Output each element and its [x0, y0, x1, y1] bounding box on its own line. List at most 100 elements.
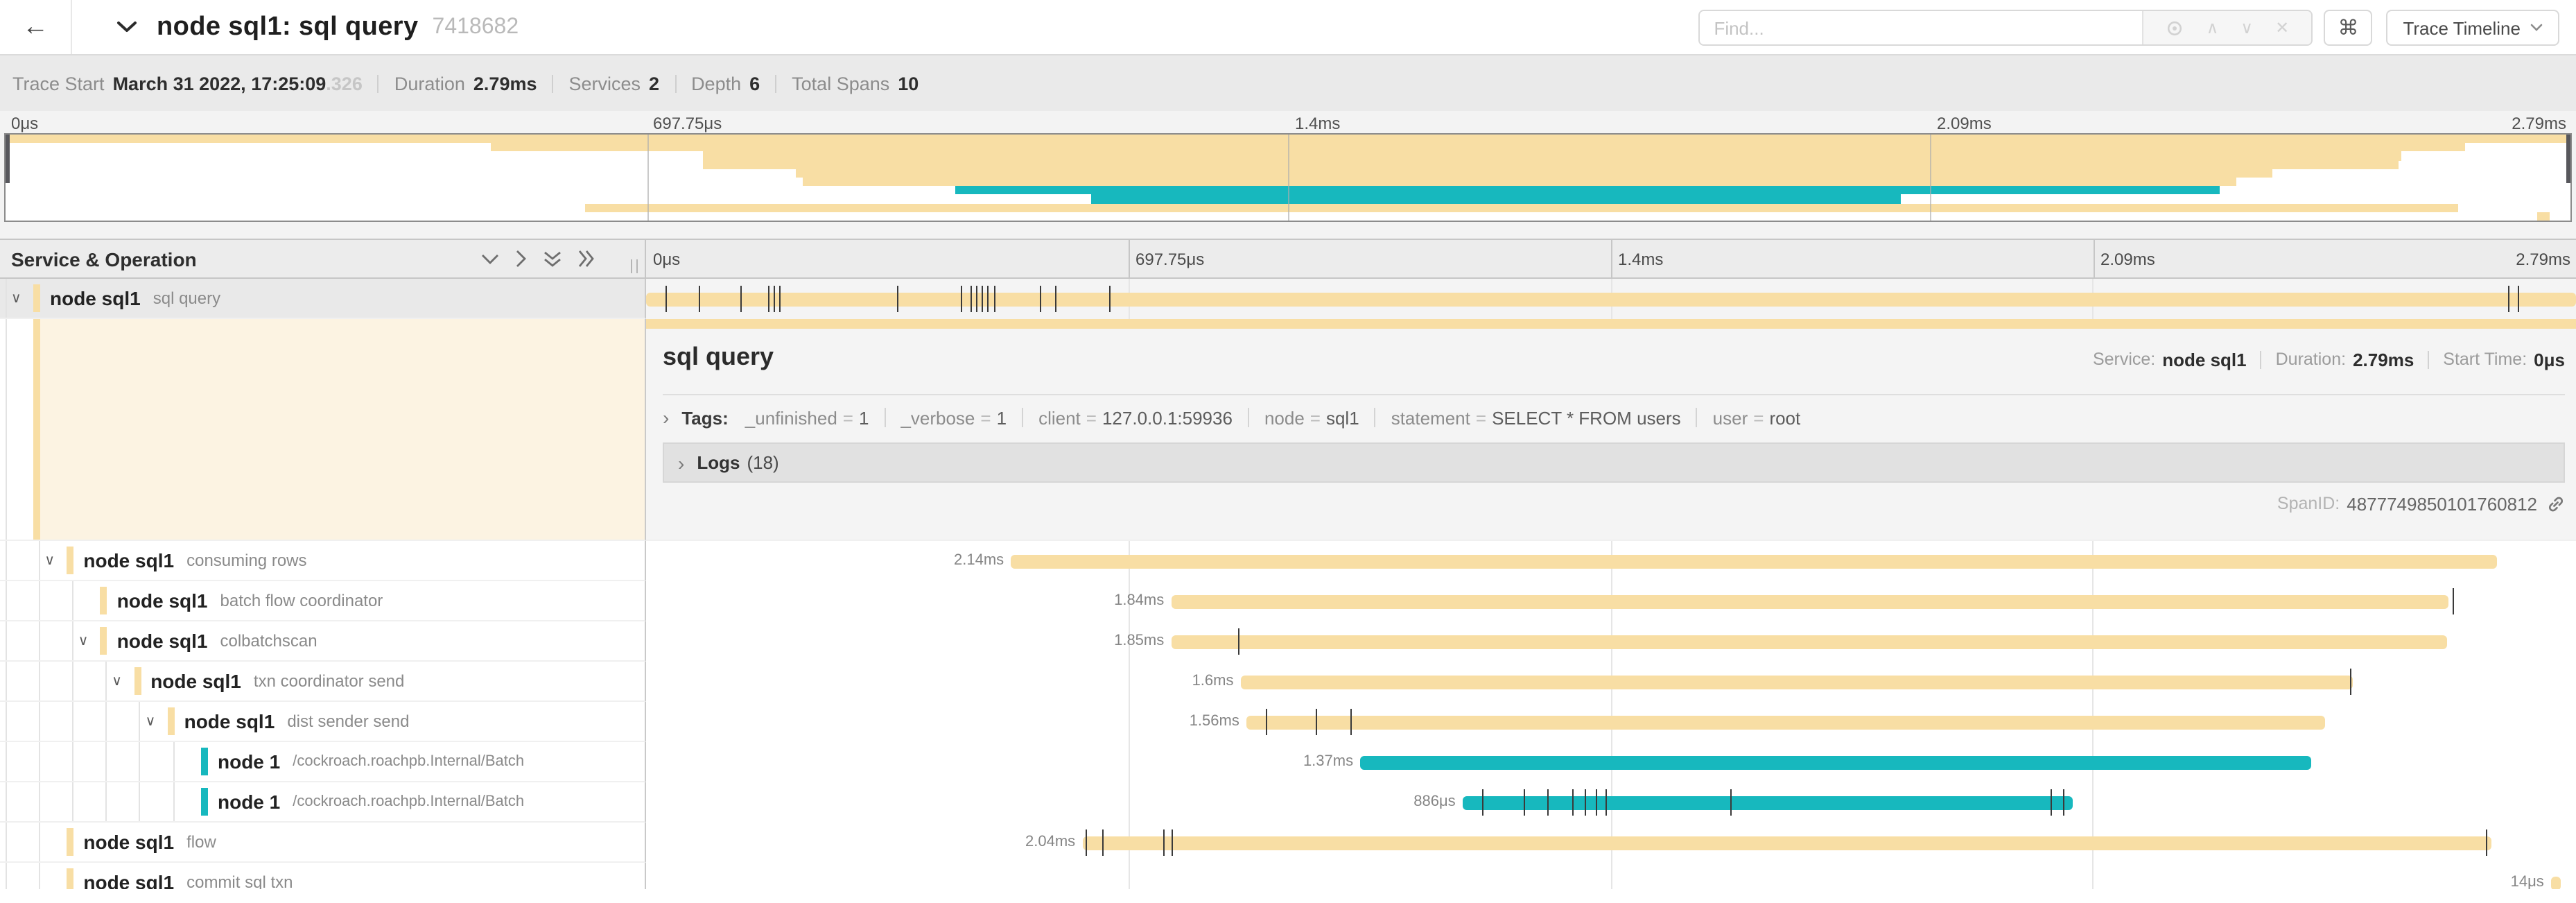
span-name-cell[interactable]: node 1/cockroach.roachpb.Internal/Batch [0, 742, 646, 782]
chevron-down-icon[interactable]: ∨ [11, 291, 21, 306]
tag-value: 127.0.0.1:59936 [1102, 407, 1233, 428]
chevron-down-icon[interactable]: ∨ [112, 673, 122, 689]
span-bar[interactable] [1171, 594, 2449, 608]
collapse-all-icon[interactable] [543, 250, 562, 267]
span-bar-cell[interactable]: 1.37ms [646, 742, 2576, 782]
log-tick [1605, 789, 1607, 816]
span-bar-cell[interactable]: 1.56ms [646, 702, 2576, 742]
chevron-down-icon[interactable]: ∨ [145, 714, 156, 729]
service-name: node sql1 [150, 670, 241, 692]
span-name-cell[interactable]: ∨ node sql1 colbatchscan [0, 621, 646, 662]
span-bar[interactable] [1011, 554, 2497, 568]
meta-value: 10 [898, 73, 919, 94]
span-row[interactable]: node 1/cockroach.roachpb.Internal/Batch 1… [0, 742, 2576, 782]
operation-name: sql query [153, 289, 221, 308]
span-name-cell[interactable]: ∨ node sql1 consuming rows [0, 541, 646, 581]
tag-value: 1 [996, 407, 1007, 428]
span-bar[interactable] [1462, 796, 2073, 809]
span-id-row: SpanID: 4877749850101760812 [2277, 490, 2565, 517]
minimap-span-bar [703, 151, 2401, 161]
minimap-span-bar [490, 143, 2466, 152]
axis-tick-label: 1.4ms [1295, 114, 1341, 133]
span-bar-cell[interactable] [646, 279, 2576, 319]
expand-all-icon[interactable] [578, 250, 595, 268]
minimap-right-scrubber[interactable] [2566, 135, 2570, 183]
span-row[interactable]: node 1/cockroach.roachpb.Internal/Batch 8… [0, 782, 2576, 823]
find-input[interactable] [1700, 11, 2143, 44]
chevron-down-icon[interactable]: ∨ [44, 553, 55, 568]
span-row[interactable]: node sql1 commit sql txn 14μs [0, 863, 2576, 889]
meta-label: Duration [394, 73, 465, 94]
tags-accordian[interactable]: › Tags: _unfinished = 1 _verbose = 1 client = 12… [663, 394, 2565, 440]
span-row[interactable]: ∨ node sql1 consuming rows 2.14ms [0, 541, 2576, 581]
span-bar-cell[interactable]: 886μs [646, 782, 2576, 823]
column-resize-grip[interactable] [631, 259, 638, 273]
span-row[interactable]: ∨ node sql1 dist sender send 1.56ms [0, 702, 2576, 742]
clear-find-icon[interactable]: ✕ [2275, 18, 2290, 37]
start-time-value: 0μs [2534, 349, 2565, 370]
page-header: ← node sql1: sql query 7418682 ∧ ∨ ✕ [0, 0, 2576, 55]
service-name: node sql1 [116, 590, 208, 612]
logs-accordian[interactable]: › Logs (18) [663, 442, 2565, 483]
span-name-cell[interactable]: node sql1 flow [0, 823, 646, 863]
span-bar[interactable] [2550, 876, 2561, 889]
span-bar-cell[interactable]: 1.6ms [646, 662, 2576, 702]
span-bar-cell[interactable]: 2.14ms [646, 541, 2576, 581]
service-operation-header: Service & Operation [0, 240, 646, 277]
tag-value: sql1 [1325, 407, 1359, 428]
span-bar-cell[interactable]: 14μs [646, 863, 2576, 889]
service-name: node sql1 [83, 871, 175, 889]
next-result-icon[interactable]: ∨ [2240, 18, 2253, 37]
span-name-cell[interactable]: node sql1 batch flow coordinator [0, 581, 646, 621]
span-name-cell[interactable]: ∨ node sql1 txn coordinator send [0, 662, 646, 702]
axis-tick-label: 0μs [653, 250, 681, 269]
trace-timeline-dropdown[interactable]: Trace Timeline [2386, 10, 2559, 46]
span-row[interactable]: ∨ node sql1 sql query [0, 279, 2576, 319]
span-row[interactable]: node sql1 flow 2.04ms [0, 823, 2576, 863]
keyboard-shortcuts-button[interactable]: ⌘ [2324, 10, 2373, 46]
service-name: node sql1 [50, 287, 141, 309]
tree-guide [5, 319, 6, 540]
span-row[interactable]: node sql1 batch flow coordinator 1.84ms [0, 581, 2576, 621]
span-row[interactable]: ∨ node sql1 txn coordinator send 1.6ms [0, 662, 2576, 702]
locate-icon[interactable] [2166, 19, 2184, 37]
expand-one-icon[interactable] [516, 250, 527, 268]
tree-guide [5, 279, 6, 318]
span-bar[interactable] [1240, 675, 2353, 689]
span-name-cell[interactable]: node 1/cockroach.roachpb.Internal/Batch [0, 782, 646, 823]
back-button[interactable]: ← [0, 0, 72, 54]
span-name-cell[interactable]: ∨ node sql1 dist sender send [0, 702, 646, 742]
collapse-trace-chevron-icon[interactable] [116, 21, 137, 33]
operation-name: flow [186, 832, 216, 852]
chevron-down-icon[interactable]: ∨ [78, 633, 89, 648]
span-bar[interactable] [1171, 635, 2447, 648]
minimap-left-scrubber[interactable] [6, 135, 10, 183]
span-bar-cell[interactable]: 1.85ms [646, 621, 2576, 662]
link-icon[interactable] [2547, 495, 2565, 513]
collapse-one-icon[interactable] [481, 253, 499, 264]
minimap-gridline [1929, 135, 1931, 221]
tree-guide [139, 742, 141, 781]
span-bar[interactable] [1246, 715, 2326, 729]
span-row[interactable]: ∨ node sql1 colbatchscan 1.85ms [0, 621, 2576, 662]
span-name-cell[interactable]: node sql1 commit sql txn [0, 863, 646, 889]
span-bar-cell[interactable]: 2.04ms [646, 823, 2576, 863]
span-duration-label: 1.6ms [1192, 673, 1234, 689]
axis-tick-label: 697.75μs [1135, 250, 1205, 269]
timeline-axis: 0μs 697.75μs 1.4ms 2.09ms 2.79ms [646, 240, 2576, 277]
span-bar[interactable] [1360, 755, 2312, 769]
span-name-cell[interactable]: ∨ node sql1 sql query [0, 279, 646, 319]
minimap-span-row [6, 178, 2570, 187]
back-arrow-icon: ← [22, 12, 49, 41]
minimap-canvas[interactable] [4, 133, 2572, 222]
minimap-span-bar [955, 186, 2220, 195]
span-bar-cell[interactable]: 1.84ms [646, 581, 2576, 621]
log-tick [1350, 709, 1352, 735]
minimap-span-row [6, 143, 2570, 152]
divider [377, 74, 379, 92]
tree-guide [38, 702, 40, 741]
span-bar[interactable] [1082, 836, 2491, 850]
span-bar[interactable] [646, 292, 2576, 306]
span-duration-label: 1.37ms [1303, 753, 1354, 770]
prev-result-icon[interactable]: ∧ [2206, 18, 2219, 37]
